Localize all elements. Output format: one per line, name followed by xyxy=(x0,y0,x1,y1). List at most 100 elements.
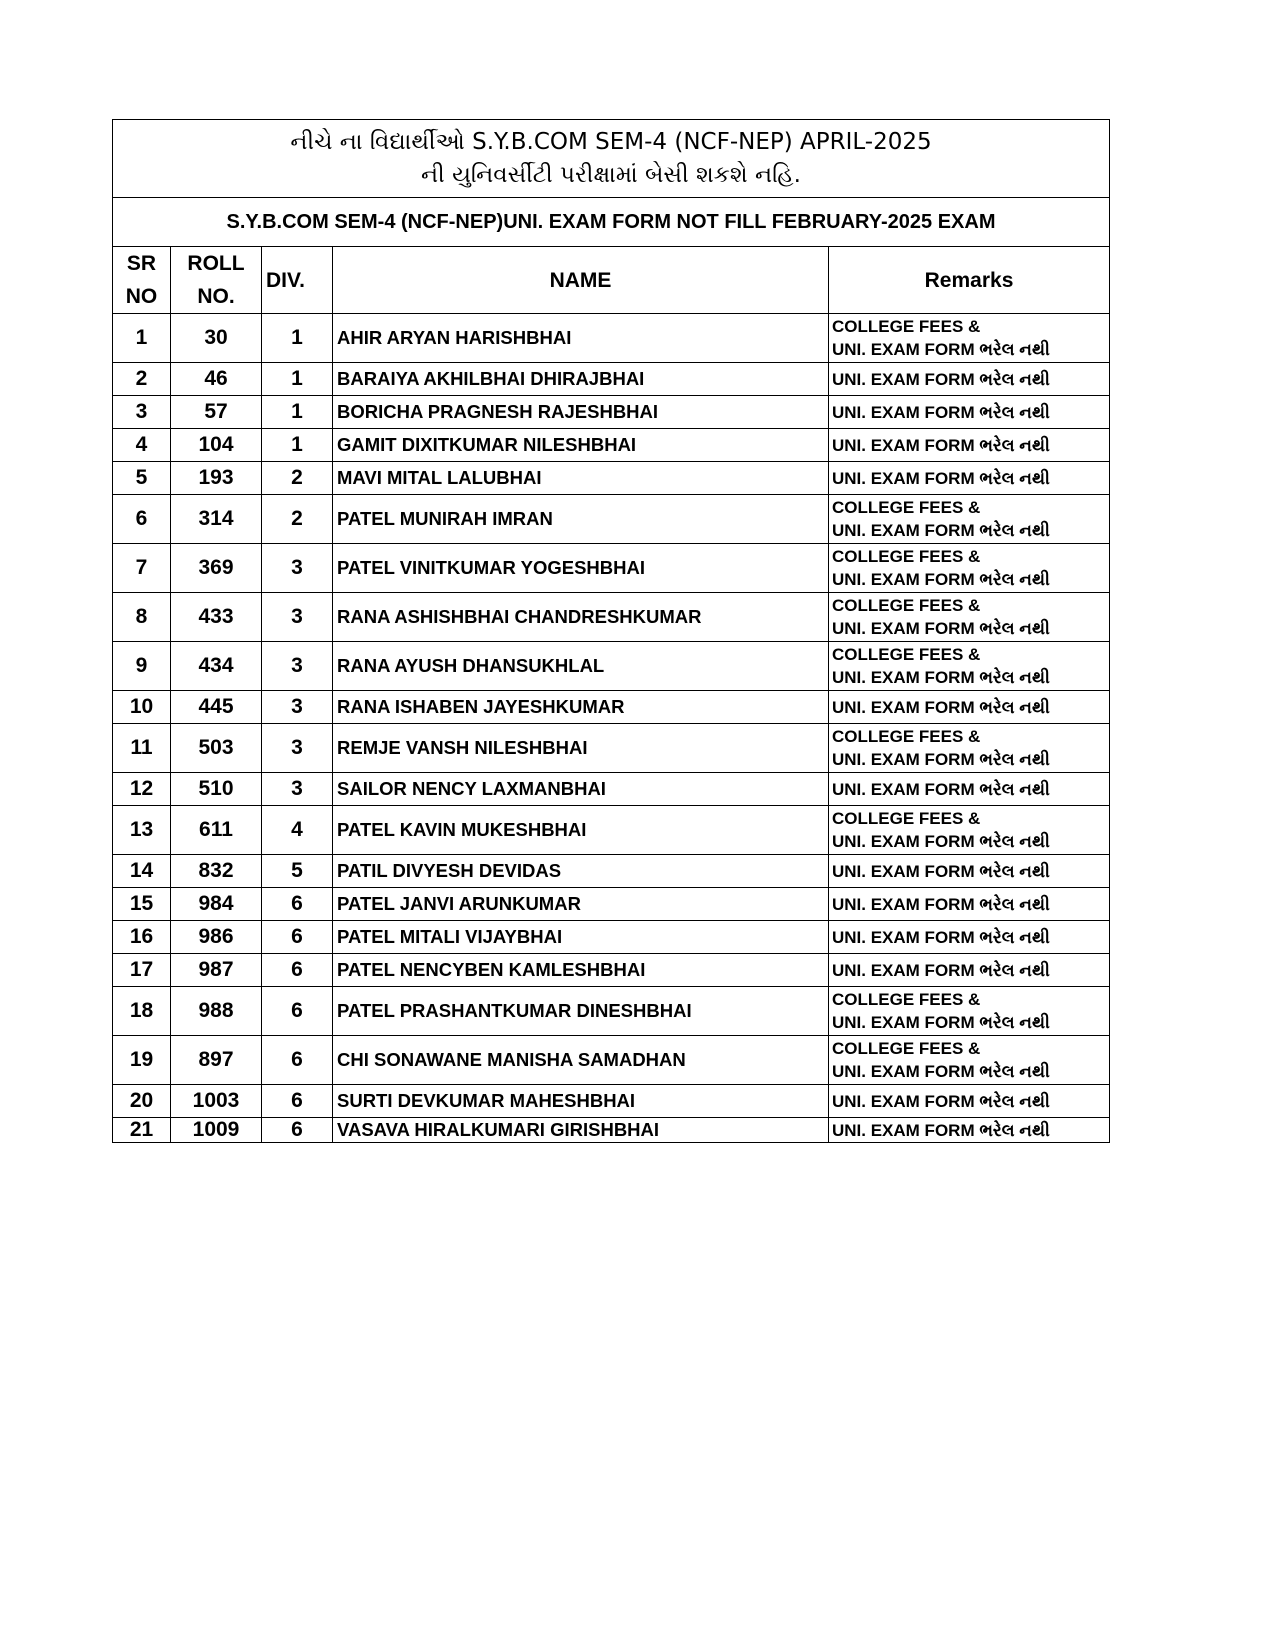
remark-form: UNI. EXAM FORM ભરેલ નથી xyxy=(832,1013,1050,1032)
roll-no: 832 xyxy=(170,854,262,888)
remark-form: UNI. EXAM FORM ભરેલ નથી xyxy=(832,1120,1050,1140)
remark-form: UNI. EXAM FORM ભરેલ નથી xyxy=(832,468,1050,488)
remarks: UNI. EXAM FORM ભરેલ નથી xyxy=(827,854,1111,888)
division: 1 xyxy=(261,428,333,462)
sr-no: 14 xyxy=(112,854,171,888)
student-name: PATEL JANVI ARUNKUMAR xyxy=(332,887,829,921)
remarks: UNI. EXAM FORM ભરેલ નથી xyxy=(827,1084,1111,1118)
table-row: 18 988 6 PATEL PRASHANTKUMAR DINESHBHAI COLL… xyxy=(112,986,1111,1036)
remarks: UNI. EXAM FORM ભરેલ નથી xyxy=(827,461,1111,495)
subtitle: S.Y.B.COM SEM-4 (NCF-NEP)UNI. EXAM FORM … xyxy=(111,197,1111,247)
table-row: 8 433 3 RANA ASHISHBHAI CHANDRESHKUMAR COLLE… xyxy=(112,592,1111,642)
student-name: PATEL KAVIN MUKESHBHAI xyxy=(332,805,829,855)
header-name: NAME xyxy=(332,246,829,314)
student-name: PATEL MITALI VIJAYBHAI xyxy=(332,920,829,954)
division: 1 xyxy=(261,313,333,363)
table-row: 15 984 6 PATEL JANVI ARUNKUMAR UNI. EXAM FOR… xyxy=(112,887,1111,921)
remark-form: UNI. EXAM FORM ભરેલ નથી xyxy=(832,435,1050,455)
roll-no: 434 xyxy=(170,641,262,691)
division: 6 xyxy=(261,887,333,921)
remark-fees: COLLEGE FEES & xyxy=(832,645,981,664)
student-name: REMJE VANSH NILESHBHAI xyxy=(332,723,829,773)
remarks: COLLEGE FEES & UNI. EXAM FORM ભરેલ નથી xyxy=(827,592,1111,642)
remark-form: UNI. EXAM FORM ભરેલ નથી xyxy=(832,402,1050,422)
roll-no: 369 xyxy=(170,543,262,593)
student-name: CHI SONAWANE MANISHA SAMADHAN xyxy=(332,1035,829,1085)
student-name: PATEL VINITKUMAR YOGESHBHAI xyxy=(332,543,829,593)
roll-no: 1003 xyxy=(170,1084,262,1118)
roll-no: 611 xyxy=(170,805,262,855)
remark-fees: COLLEGE FEES & xyxy=(832,498,981,517)
student-name: RANA ASHISHBHAI CHANDRESHKUMAR xyxy=(332,592,829,642)
roll-no: 987 xyxy=(170,953,262,987)
roll-no: 445 xyxy=(170,690,262,724)
table-row: 19 897 6 CHI SONAWANE MANISHA SAMADHAN COLLE… xyxy=(112,1035,1111,1085)
table-row: 17 987 6 PATEL NENCYBEN KAMLESHBHAI UNI. EXA… xyxy=(112,953,1111,987)
remarks: UNI. EXAM FORM ભરેલ નથી xyxy=(827,428,1111,462)
roll-no: 984 xyxy=(170,887,262,921)
division: 2 xyxy=(261,461,333,495)
roll-no: 433 xyxy=(170,592,262,642)
remark-form: UNI. EXAM FORM ભરેલ નથી xyxy=(832,1091,1050,1111)
division: 4 xyxy=(261,805,333,855)
title-line-1: નીચે ના વિદ્યાર્થીઓ S.Y.B.COM SEM-4 (NCF… xyxy=(290,128,932,155)
roll-no: 510 xyxy=(170,772,262,806)
table-row: 20 1003 6 SURTI DEVKUMAR MAHESHBHAI UNI. EXA… xyxy=(112,1084,1111,1118)
division: 3 xyxy=(261,772,333,806)
division: 1 xyxy=(261,395,333,429)
division: 6 xyxy=(261,1035,333,1085)
sr-no: 21 xyxy=(112,1117,171,1143)
sr-no: 16 xyxy=(112,920,171,954)
table-row: 1 30 1 AHIR ARYAN HARISHBHAI COLLEGE FEES & U… xyxy=(112,313,1111,363)
remarks: COLLEGE FEES & UNI. EXAM FORM ભરેલ નથી xyxy=(827,543,1111,593)
table-row: 12 510 3 SAILOR NENCY LAXMANBHAI UNI. EXAM F… xyxy=(112,772,1111,806)
remark-form: UNI. EXAM FORM ભરેલ નથી xyxy=(832,927,1050,947)
table-row: 7 369 3 PATEL VINITKUMAR YOGESHBHAI COLLEGE … xyxy=(112,543,1111,593)
title-line-2: ની યુનિવર્સીટી પરીક્ષામાં બેસી શકશે નહિ. xyxy=(421,161,801,188)
remark-form: UNI. EXAM FORM ભરેલ નથી xyxy=(832,861,1050,881)
remark-fees: COLLEGE FEES & xyxy=(832,1039,981,1058)
sr-no: 4 xyxy=(112,428,171,462)
remark-form: UNI. EXAM FORM ભરેલ નથી xyxy=(832,750,1050,769)
roll-no: 30 xyxy=(170,313,262,363)
division: 1 xyxy=(261,362,333,396)
student-name: RANA AYUSH DHANSUKHLAL xyxy=(332,641,829,691)
remark-form: UNI. EXAM FORM ભરેલ નથી xyxy=(832,779,1050,799)
sr-no: 18 xyxy=(112,986,171,1036)
division: 6 xyxy=(261,986,333,1036)
header-div: DIV. xyxy=(261,246,333,314)
division: 2 xyxy=(261,494,333,544)
table-row: 21 1009 6 VASAVA HIRALKUMARI GIRISHBHAI UNI.… xyxy=(112,1117,1111,1143)
division: 3 xyxy=(261,690,333,724)
student-name: BORICHA PRAGNESH RAJESHBHAI xyxy=(332,395,829,429)
table-row: 4 104 1 GAMIT DIXITKUMAR NILESHBHAI UNI. EXA… xyxy=(112,428,1111,462)
sr-no: 3 xyxy=(112,395,171,429)
sr-no: 13 xyxy=(112,805,171,855)
roll-no: 57 xyxy=(170,395,262,429)
sr-no: 15 xyxy=(112,887,171,921)
header-roll-no: ROLL NO. xyxy=(170,246,262,314)
remarks: UNI. EXAM FORM ભરેલ નથી xyxy=(827,772,1111,806)
sr-no: 2 xyxy=(112,362,171,396)
table-row: 16 986 6 PATEL MITALI VIJAYBHAI UNI. EXAM FO… xyxy=(112,920,1111,954)
remarks: UNI. EXAM FORM ભરેલ નથી xyxy=(827,953,1111,987)
roll-no: 986 xyxy=(170,920,262,954)
sr-no: 17 xyxy=(112,953,171,987)
remark-form: UNI. EXAM FORM ભરેલ નથી xyxy=(832,668,1050,687)
roll-no: 1009 xyxy=(170,1117,262,1143)
sr-no: 9 xyxy=(112,641,171,691)
remarks: COLLEGE FEES & UNI. EXAM FORM ભરેલ નથી xyxy=(827,723,1111,773)
sr-no: 20 xyxy=(112,1084,171,1118)
table-row: 14 832 5 PATIL DIVYESH DEVIDAS UNI. EXAM FOR… xyxy=(112,854,1111,888)
remark-fees: COLLEGE FEES & xyxy=(832,727,981,746)
table-row: 3 57 1 BORICHA PRAGNESH RAJESHBHAI UNI. EXAM… xyxy=(112,395,1111,429)
remarks: COLLEGE FEES & UNI. EXAM FORM ભરેલ નથી xyxy=(827,805,1111,855)
student-name: AHIR ARYAN HARISHBHAI xyxy=(332,313,829,363)
table-row: 2 46 1 BARAIYA AKHILBHAI DHIRAJBHAI UNI. EXA… xyxy=(112,362,1111,396)
table-row: 6 314 2 PATEL MUNIRAH IMRAN COLLEGE FEES & UN… xyxy=(112,494,1111,544)
remark-fees: COLLEGE FEES & xyxy=(832,990,981,1009)
sr-no: 12 xyxy=(112,772,171,806)
division: 5 xyxy=(261,854,333,888)
remarks: UNI. EXAM FORM ભરેલ નથી xyxy=(827,362,1111,396)
remarks: COLLEGE FEES & UNI. EXAM FORM ભરેલ નથી xyxy=(827,1035,1111,1085)
